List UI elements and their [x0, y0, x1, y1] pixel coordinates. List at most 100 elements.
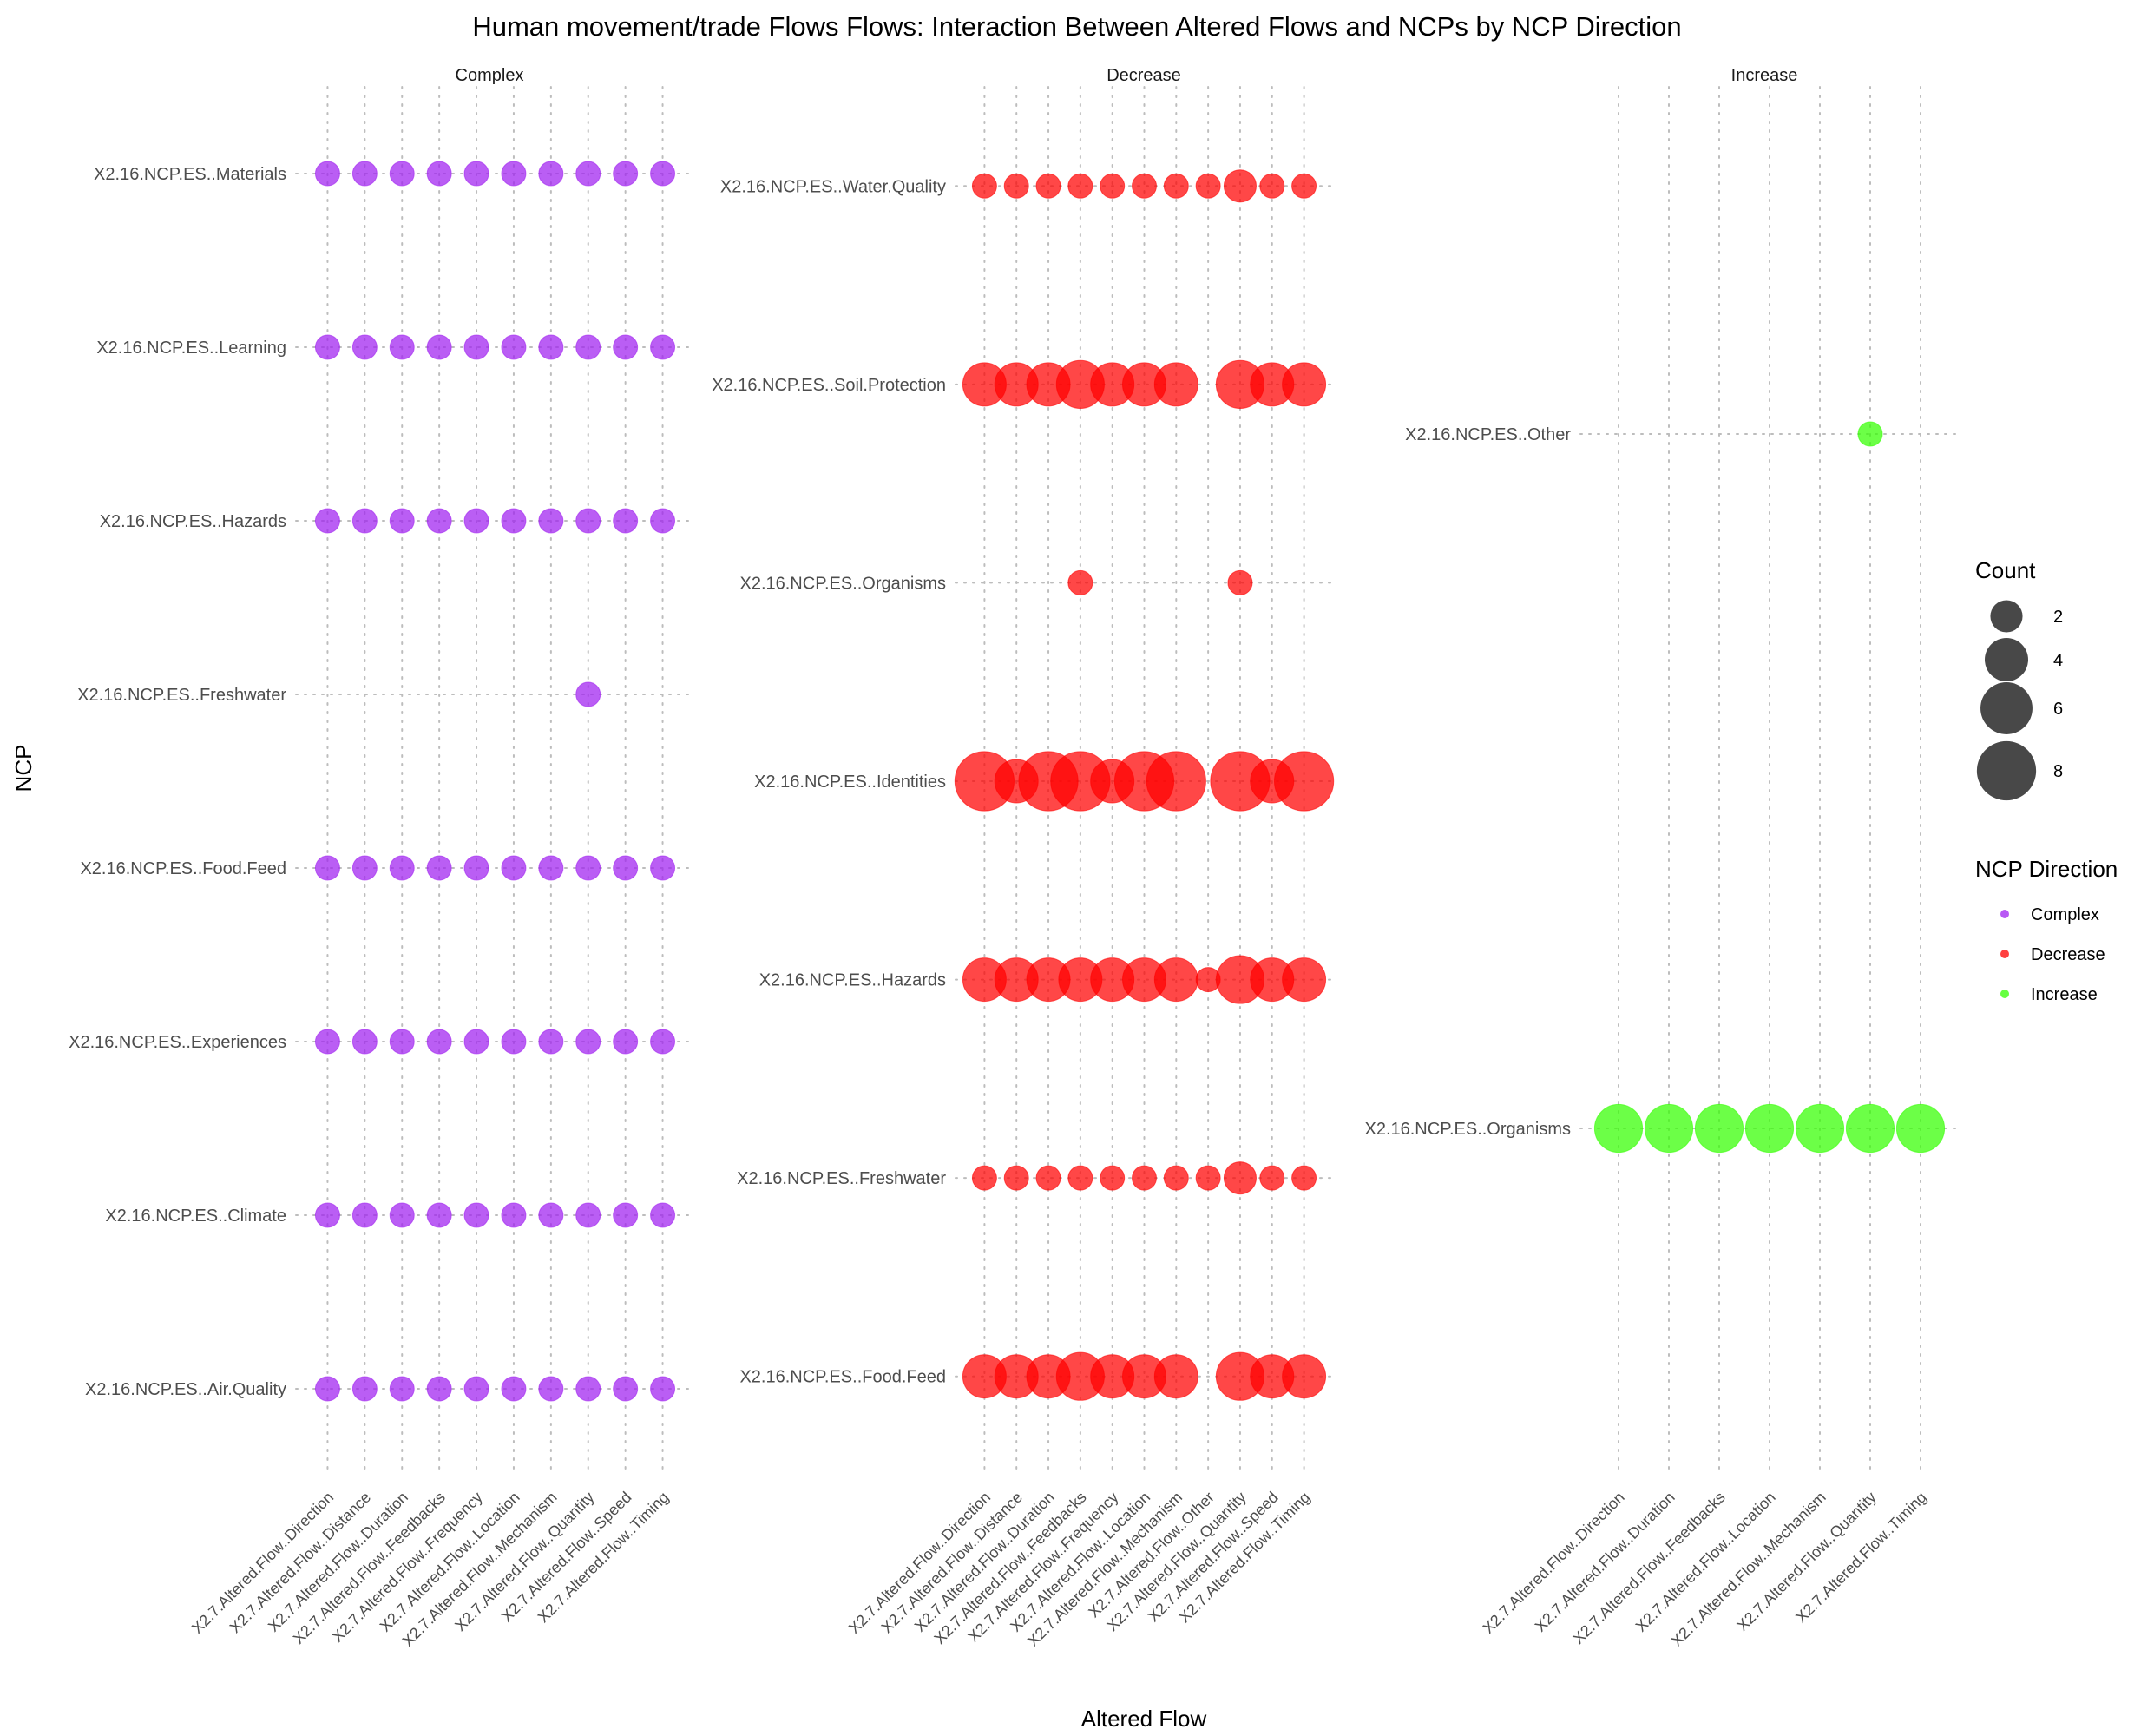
color-legend-title: NCP Direction: [1975, 856, 2118, 882]
data-point: [1132, 1165, 1157, 1191]
data-point: [1857, 421, 1883, 447]
size-legend-label: 2: [2053, 608, 2063, 627]
data-point: [389, 334, 415, 360]
data-point: [426, 1376, 452, 1402]
data-point: [314, 1029, 340, 1055]
size-legend-key: [1990, 600, 2023, 633]
y-tick-label: X2.16.NCP.ES..Hazards: [100, 512, 286, 531]
y-tick-label: X2.16.NCP.ES..Identities: [754, 773, 946, 792]
data-point: [538, 334, 564, 360]
data-point: [463, 1376, 489, 1402]
data-point: [501, 855, 527, 881]
data-point: [650, 1029, 676, 1055]
data-point: [1291, 173, 1317, 199]
data-point: [463, 508, 489, 534]
data-point: [426, 1202, 452, 1228]
data-point: [501, 508, 527, 534]
data-point: [1100, 173, 1126, 199]
data-point: [613, 1376, 639, 1402]
data-point: [575, 508, 601, 534]
data-point: [1644, 1103, 1694, 1154]
chart-legend: Count 2 4 6 8 NCP Direction Complex Decrease Inc…: [1975, 557, 2118, 1004]
data-point: [613, 1202, 639, 1228]
data-point: [650, 1376, 676, 1402]
data-point: [575, 855, 601, 881]
data-point: [575, 1376, 601, 1402]
panel-strip-decrease: Decrease: [1107, 66, 1181, 85]
data-point: [538, 1376, 564, 1402]
data-point: [1146, 751, 1206, 812]
data-point: [1273, 751, 1335, 812]
data-point: [351, 334, 378, 360]
data-point: [575, 1029, 601, 1055]
data-point: [1067, 173, 1093, 199]
data-point: [426, 161, 452, 187]
data-point: [1845, 1103, 1895, 1154]
data-point: [650, 508, 676, 534]
data-point: [1282, 1354, 1327, 1399]
data-point: [1223, 1161, 1258, 1195]
y-tick-label: X2.16.NCP.ES..Food.Feed: [80, 859, 286, 878]
data-point: [971, 1165, 997, 1191]
data-point: [1259, 173, 1285, 199]
data-point: [1100, 1165, 1126, 1191]
data-point: [501, 1202, 527, 1228]
data-point: [1035, 173, 1061, 199]
data-point: [1593, 1103, 1644, 1154]
data-point: [501, 1376, 527, 1402]
data-point: [1035, 1165, 1061, 1191]
y-tick-label: X2.16.NCP.ES..Hazards: [759, 971, 946, 990]
data-point: [1153, 957, 1198, 1003]
data-point: [613, 855, 639, 881]
data-point: [1223, 169, 1258, 203]
data-point: [351, 1376, 378, 1402]
y-tick-label: X2.16.NCP.ES..Climate: [105, 1207, 286, 1226]
data-point: [1291, 1165, 1317, 1191]
color-legend-key-increase: [2000, 990, 2009, 998]
data-point: [463, 1202, 489, 1228]
data-point: [575, 334, 601, 360]
data-point: [1259, 1165, 1285, 1191]
size-legend-key: [1980, 682, 2033, 734]
y-tick-label: X2.16.NCP.ES..Materials: [94, 165, 286, 184]
data-point: [1067, 1165, 1093, 1191]
data-point: [1744, 1103, 1795, 1154]
data-point: [1153, 362, 1198, 407]
data-point: [351, 855, 378, 881]
data-point: [1282, 362, 1327, 407]
color-legend-label-complex: Complex: [2031, 905, 2099, 924]
data-point: [389, 508, 415, 534]
data-point: [314, 334, 340, 360]
data-point: [1895, 1103, 1946, 1154]
data-point: [463, 1029, 489, 1055]
color-legend-label-increase: Increase: [2031, 985, 2098, 1004]
data-point: [1067, 569, 1093, 595]
data-point: [1195, 173, 1221, 199]
panel-increase: Increase X2.16.NCP.ES..Other X2.16.NCP.ES.…: [1364, 66, 1960, 1650]
data-point: [1795, 1103, 1845, 1154]
size-legend-key: [1976, 740, 2037, 801]
data-point: [501, 334, 527, 360]
y-tick-label: X2.16.NCP.ES..Soil.Protection: [712, 376, 946, 395]
data-point: [426, 508, 452, 534]
data-point: [538, 508, 564, 534]
data-point: [426, 855, 452, 881]
data-point: [389, 855, 415, 881]
y-tick-label: X2.16.NCP.ES..Food.Feed: [739, 1368, 946, 1387]
data-point: [538, 1029, 564, 1055]
data-point: [1003, 1165, 1029, 1191]
data-point: [650, 855, 676, 881]
data-point: [351, 1202, 378, 1228]
x-axis-title: Altered Flow: [1081, 1706, 1207, 1732]
size-legend-label: 6: [2053, 700, 2063, 719]
color-legend-label-decrease: Decrease: [2031, 945, 2105, 964]
data-point: [1132, 173, 1157, 199]
y-axis-title: NCP: [10, 745, 36, 792]
color-legend-key-complex: [2000, 910, 2009, 918]
data-point: [314, 1202, 340, 1228]
panel-complex: Complex X2.16.NCP.ES..Materials X2.16.NCP.…: [69, 66, 695, 1650]
data-point: [463, 855, 489, 881]
chart-panels: Complex X2.16.NCP.ES..Materials X2.16.NCP.…: [69, 66, 1960, 1650]
data-point: [650, 161, 676, 187]
